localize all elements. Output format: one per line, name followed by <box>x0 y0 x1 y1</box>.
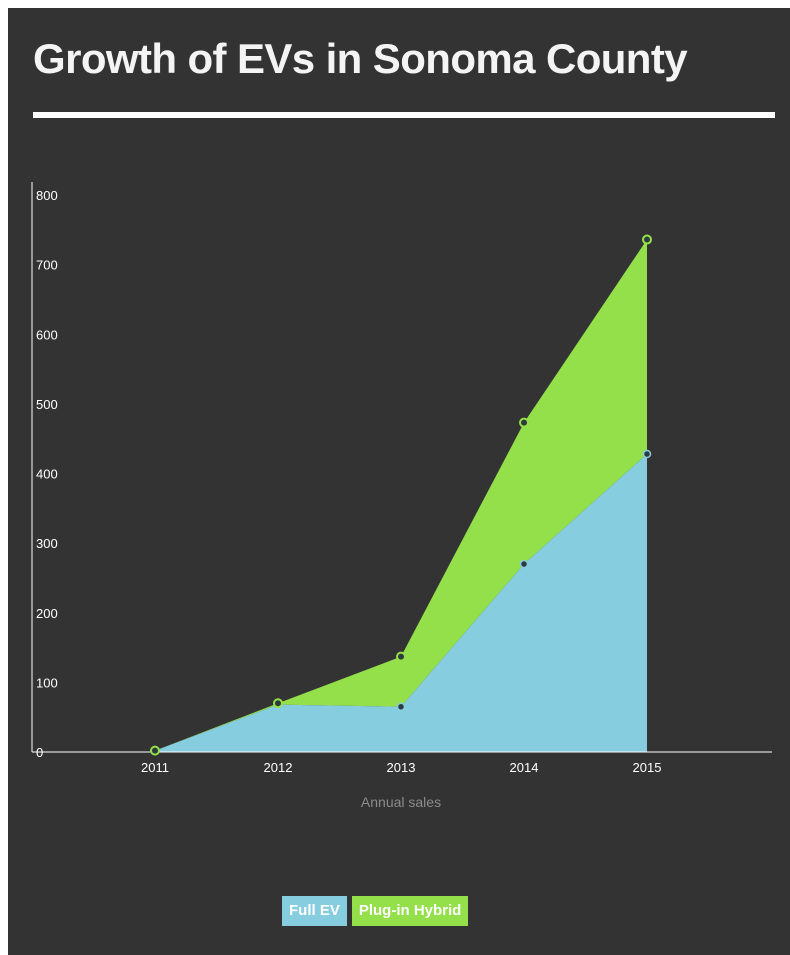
y-tick-label-300: 300 <box>36 536 58 551</box>
y-tick-label-0: 0 <box>36 745 43 760</box>
point-series-0-2014 <box>519 559 529 569</box>
area-layers <box>155 239 647 752</box>
legend-item-0: Full EV <box>282 896 347 926</box>
x-tick-label-2013: 2013 <box>387 760 416 775</box>
area-series-1 <box>155 239 647 751</box>
legend-item-1: Plug-in Hybrid <box>351 896 469 926</box>
y-tick-label-700: 700 <box>36 258 58 273</box>
y-axis-ticks: 0 100 200 300 400 500 600 700 800 <box>36 188 58 760</box>
data-points <box>150 234 652 756</box>
y-tick-label-600: 600 <box>36 327 58 342</box>
point-series-1-2014 <box>519 417 529 428</box>
x-tick-label-2015: 2015 <box>633 760 662 775</box>
y-tick-label-100: 100 <box>36 675 58 690</box>
chart-title: Growth of EVs in Sonoma County <box>33 35 688 82</box>
x-tick-label-2012: 2012 <box>264 760 293 775</box>
point-series-0-2013 <box>396 702 406 711</box>
y-tick-label-400: 400 <box>36 467 58 482</box>
point-series-0-2015 <box>642 449 652 459</box>
legend: Full EV Plug-in Hybrid <box>282 896 469 926</box>
y-tick-label-200: 200 <box>36 606 58 621</box>
point-series-1-2013 <box>396 651 406 662</box>
title-divider <box>33 112 775 118</box>
area-series-0 <box>155 454 647 752</box>
x-tick-label-2011: 2011 <box>141 760 169 775</box>
point-series-1-2011 <box>150 745 160 756</box>
point-series-1-2012 <box>273 698 283 709</box>
x-tick-label-2014: 2014 <box>510 760 539 775</box>
y-tick-label-800: 800 <box>36 188 58 203</box>
point-series-1-2015 <box>642 234 652 245</box>
chart-panel: Growth of EVs in Sonoma County <box>8 8 790 955</box>
x-axis-label: Annual sales <box>361 794 441 810</box>
x-axis-ticks: 2011 2012 2013 2014 2015 <box>141 760 661 775</box>
y-tick-label-500: 500 <box>36 397 58 412</box>
